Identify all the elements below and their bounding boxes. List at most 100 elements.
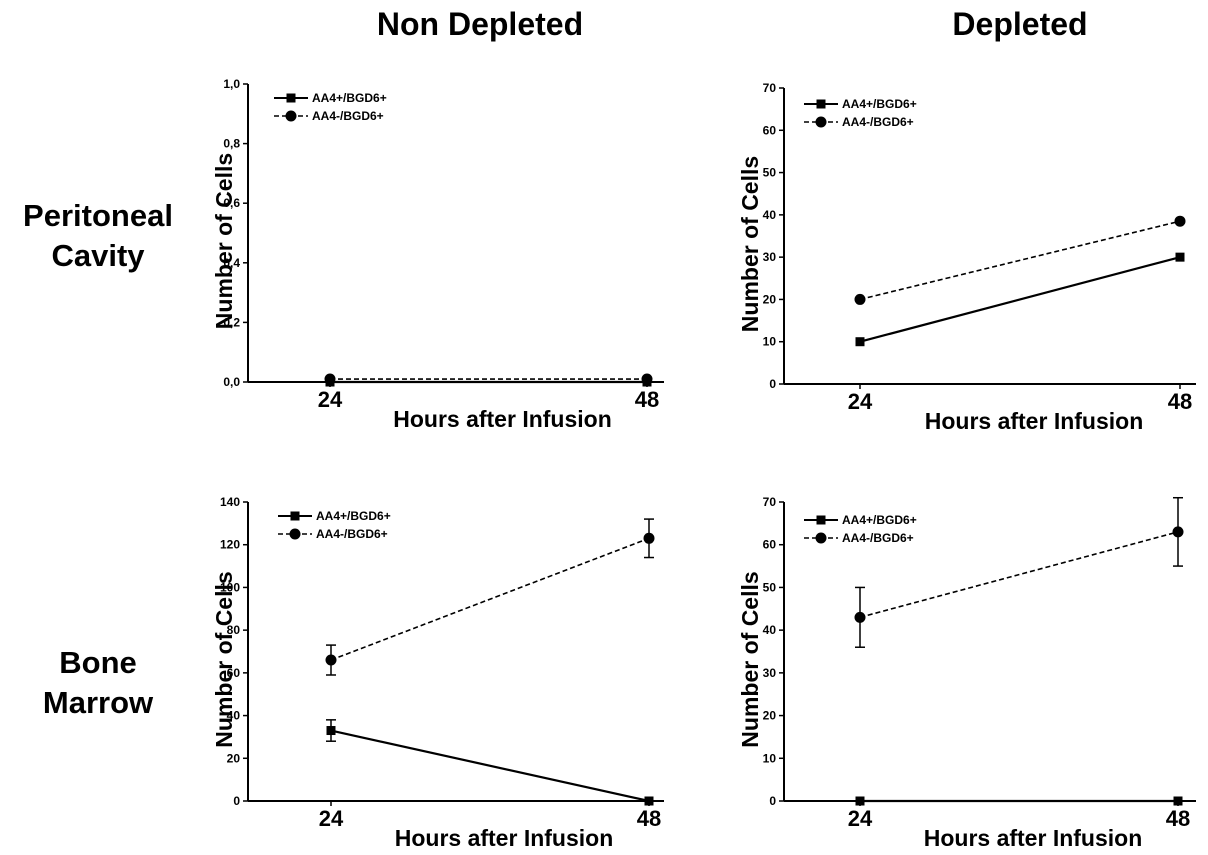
y-tick-label: 20 bbox=[227, 751, 241, 765]
legend-entry-1: AA4+/BGD6+ bbox=[804, 513, 917, 527]
series-line bbox=[859, 531, 1179, 619]
x-tick-label: 48 bbox=[1168, 389, 1192, 414]
series-1 bbox=[855, 252, 1185, 347]
x-tick-label: 24 bbox=[318, 387, 343, 412]
y-tick-label: 120 bbox=[220, 538, 240, 552]
legend-marker bbox=[815, 116, 827, 128]
data-point-circle bbox=[325, 654, 337, 666]
data-point-circle bbox=[854, 293, 866, 305]
chart-panel-2: 0 10 20 30 40 50 60 70 24 48 Hours after Infusion N… bbox=[737, 81, 1196, 434]
y-tick-label: 40 bbox=[227, 709, 241, 723]
legend-entry-1: AA4+/BGD6+ bbox=[804, 97, 917, 111]
y-tick-label: 0 bbox=[769, 794, 776, 808]
data-point-square bbox=[855, 796, 865, 806]
y-tick-label: 20 bbox=[763, 292, 777, 306]
y-axis-label: Number of Cells bbox=[737, 156, 763, 332]
chart-panel-1: 0,0 0,2 0,4 0,6 0,8 1,0 24 48 Hours after Infusi… bbox=[211, 77, 664, 432]
series-line bbox=[859, 220, 1181, 301]
chart-panel-3: 0 20 40 60 80 100 120 140 24 48 Hours after Infusi… bbox=[211, 495, 664, 851]
legend-marker bbox=[815, 532, 827, 544]
series-1 bbox=[855, 796, 1183, 806]
x-tick-label: 24 bbox=[319, 806, 344, 831]
y-tick-label: 60 bbox=[763, 123, 777, 137]
x-tick-label: 24 bbox=[848, 806, 873, 831]
legend-entry-2: AA4-/BGD6+ bbox=[278, 527, 388, 541]
y-tick-label: 0 bbox=[769, 377, 776, 391]
data-point-circle bbox=[854, 611, 866, 623]
series-2 bbox=[325, 518, 655, 676]
y-tick-label: 0,2 bbox=[223, 315, 240, 329]
row-title-line-1: Bone bbox=[59, 645, 137, 680]
legend-entry-2: AA4-/BGD6+ bbox=[804, 115, 914, 129]
legend-marker bbox=[816, 515, 826, 525]
data-point-circle bbox=[641, 373, 653, 385]
y-tick-label: 50 bbox=[763, 166, 777, 180]
y-tick-label: 10 bbox=[763, 335, 777, 349]
row-title-peritoneal-cavity: Peritoneal Cavity bbox=[0, 196, 196, 276]
legend-entry-2: AA4-/BGD6+ bbox=[804, 531, 914, 545]
x-axis-label: Hours after Infusion bbox=[924, 825, 1143, 851]
y-tick-label: 60 bbox=[763, 538, 777, 552]
y-tick-label: 80 bbox=[227, 623, 241, 637]
legend-marker bbox=[286, 93, 296, 103]
y-tick-label: 0,4 bbox=[223, 256, 240, 270]
y-tick-label: 100 bbox=[220, 580, 240, 594]
column-title-non-depleted: Non Depleted bbox=[376, 6, 584, 42]
row-title-line-2: Cavity bbox=[51, 238, 145, 273]
legend-label: AA4-/BGD6+ bbox=[842, 531, 914, 545]
y-axis-label: Number of Cells bbox=[211, 153, 237, 329]
column-title-depleted: Depleted bbox=[952, 6, 1088, 42]
legend-label: AA4+/BGD6+ bbox=[842, 97, 917, 111]
series-line bbox=[330, 729, 650, 803]
data-point-square bbox=[326, 726, 336, 736]
series-line bbox=[859, 256, 1181, 343]
legend-entry-1: AA4+/BGD6+ bbox=[274, 91, 387, 105]
y-tick-label: 30 bbox=[763, 666, 777, 680]
data-point-square bbox=[1173, 796, 1183, 806]
x-tick-label: 48 bbox=[635, 387, 659, 412]
series-line bbox=[330, 537, 650, 661]
data-point-circle bbox=[1172, 526, 1184, 538]
row-title-line-2: Marrow bbox=[42, 685, 154, 720]
y-axis-label: Number of Cells bbox=[737, 571, 763, 747]
legend-label: AA4+/BGD6+ bbox=[316, 509, 391, 523]
legend-entry-2: AA4-/BGD6+ bbox=[274, 109, 384, 123]
y-tick-label: 60 bbox=[227, 666, 241, 680]
x-axis-label: Hours after Infusion bbox=[393, 406, 612, 432]
y-tick-label: 50 bbox=[763, 580, 777, 594]
series-2 bbox=[854, 496, 1184, 648]
y-tick-label: 40 bbox=[763, 208, 777, 222]
legend-marker bbox=[285, 110, 297, 122]
row-title-line-1: Peritoneal bbox=[23, 198, 173, 233]
x-axis-label: Hours after Infusion bbox=[925, 408, 1144, 434]
data-point-circle bbox=[1174, 215, 1186, 227]
legend-label: AA4-/BGD6+ bbox=[312, 109, 384, 123]
legend-entry-1: AA4+/BGD6+ bbox=[278, 509, 391, 523]
y-tick-label: 140 bbox=[220, 495, 240, 509]
series-1 bbox=[326, 719, 654, 806]
data-point-circle bbox=[324, 373, 336, 385]
series-2 bbox=[854, 215, 1186, 305]
chart-panel-4: 0 10 20 30 40 50 60 70 24 48 Hours after Infusion N… bbox=[737, 495, 1196, 851]
legend-label: AA4-/BGD6+ bbox=[842, 115, 914, 129]
data-point-square bbox=[855, 337, 865, 347]
y-tick-label: 10 bbox=[763, 751, 777, 765]
legend-marker bbox=[289, 528, 301, 540]
x-axis-label: Hours after Infusion bbox=[395, 825, 614, 851]
y-tick-label: 0,0 bbox=[223, 375, 240, 389]
data-point-square bbox=[644, 796, 654, 806]
y-tick-label: 0,8 bbox=[223, 137, 240, 151]
series-2 bbox=[324, 373, 653, 385]
x-tick-label: 48 bbox=[1166, 806, 1190, 831]
y-tick-label: 1,0 bbox=[223, 77, 240, 91]
y-tick-label: 30 bbox=[763, 250, 777, 264]
legend-label: AA4+/BGD6+ bbox=[842, 513, 917, 527]
legend-marker bbox=[290, 511, 300, 521]
y-tick-label: 0,6 bbox=[223, 196, 240, 210]
y-tick-label: 40 bbox=[763, 623, 777, 637]
data-point-square bbox=[1175, 252, 1185, 262]
y-tick-label: 70 bbox=[763, 495, 777, 509]
y-tick-label: 0 bbox=[233, 794, 240, 808]
legend-label: AA4-/BGD6+ bbox=[316, 527, 388, 541]
